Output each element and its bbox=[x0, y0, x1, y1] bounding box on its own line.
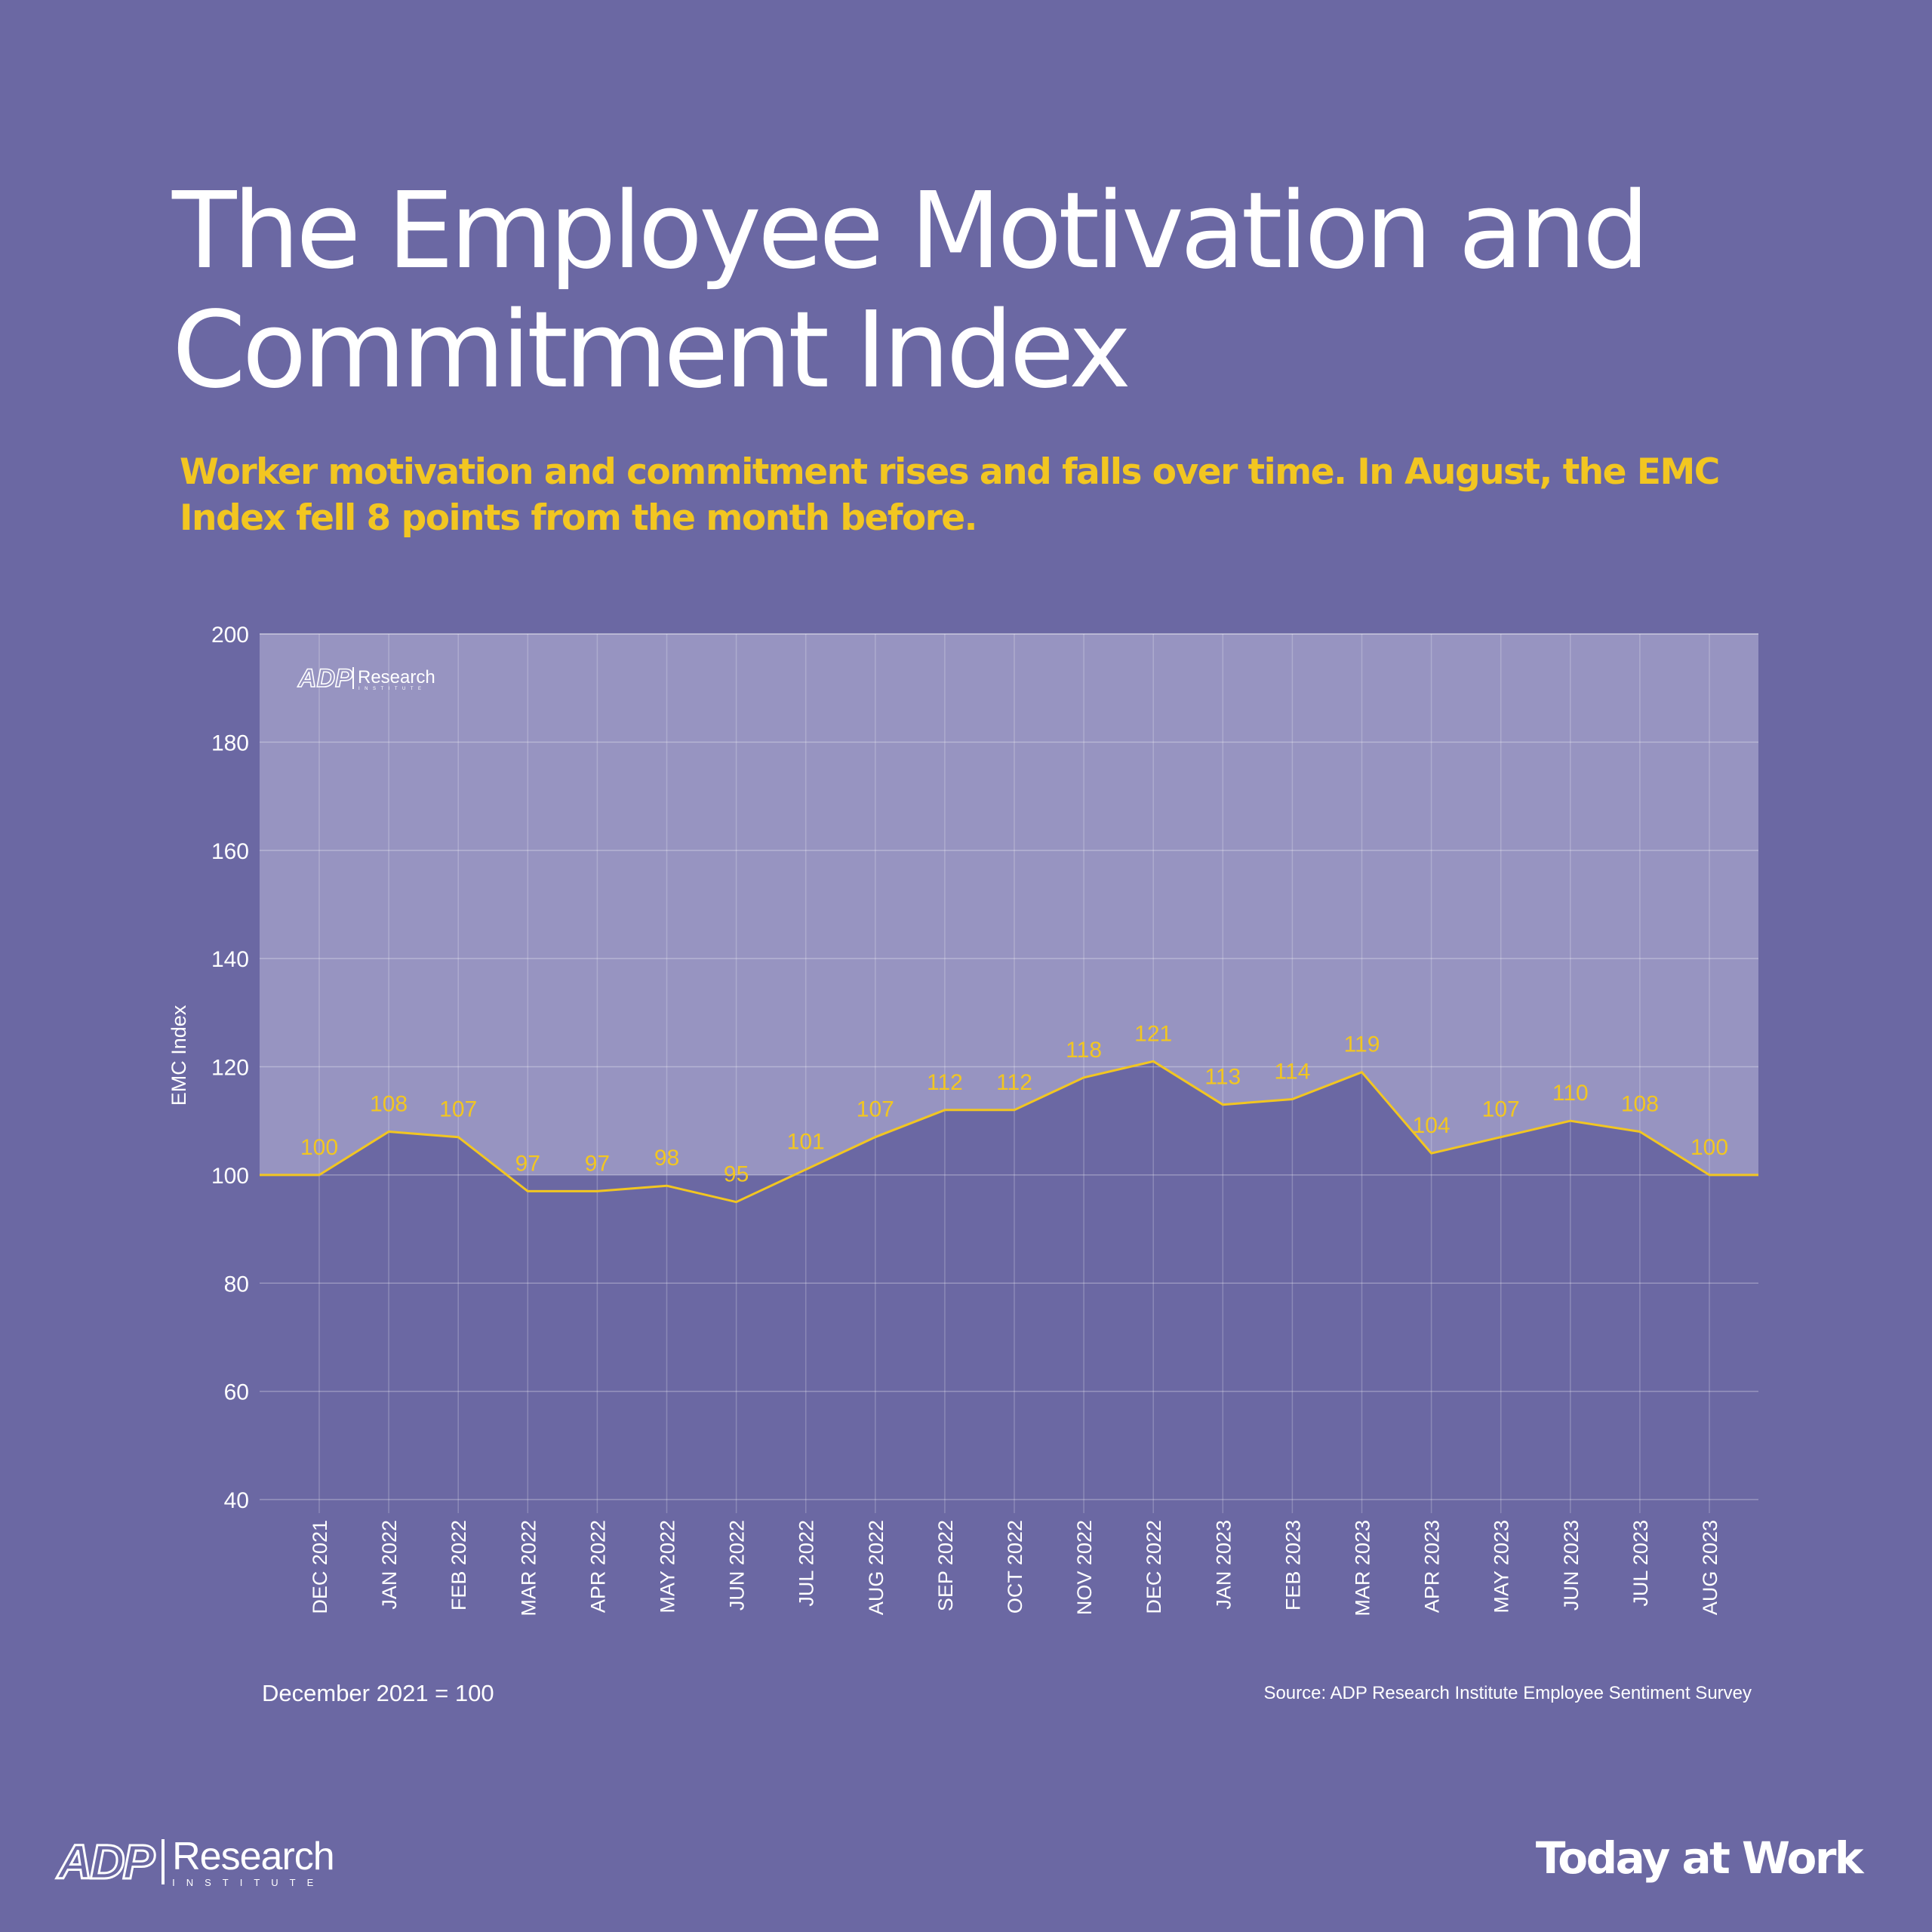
data-label: 97 bbox=[585, 1151, 610, 1176]
x-tick-label: MAY 2022 bbox=[657, 1520, 679, 1614]
y-tick-label: 40 bbox=[224, 1488, 249, 1513]
x-tick-label: JUN 2023 bbox=[1560, 1520, 1583, 1611]
x-tick-label: JUL 2023 bbox=[1629, 1520, 1652, 1607]
x-tick-label: DEC 2022 bbox=[1143, 1520, 1165, 1614]
y-tick-label: 100 bbox=[211, 1164, 249, 1189]
x-tick-label: MAY 2023 bbox=[1491, 1520, 1513, 1614]
data-label: 112 bbox=[996, 1070, 1032, 1095]
y-tick-label: 80 bbox=[224, 1272, 249, 1297]
data-label: 113 bbox=[1204, 1065, 1241, 1090]
x-tick-label: NOV 2022 bbox=[1073, 1520, 1096, 1615]
logo-divider bbox=[162, 1839, 165, 1884]
data-label: 107 bbox=[857, 1097, 894, 1122]
data-label: 97 bbox=[515, 1151, 540, 1176]
y-tick-label: 60 bbox=[224, 1380, 249, 1405]
data-label: 101 bbox=[787, 1130, 825, 1155]
x-tick-label: JUN 2022 bbox=[726, 1520, 749, 1611]
y-tick-label: 160 bbox=[211, 839, 249, 864]
page-title: The Employee Motivation and Commitment I… bbox=[172, 170, 1650, 412]
data-label: 98 bbox=[654, 1146, 679, 1171]
data-label: 95 bbox=[724, 1162, 749, 1187]
data-label: 119 bbox=[1344, 1032, 1380, 1057]
x-tick-label: APR 2022 bbox=[586, 1520, 609, 1613]
data-label: 114 bbox=[1274, 1060, 1310, 1084]
data-label: 108 bbox=[370, 1092, 408, 1117]
x-tick-label: JAN 2023 bbox=[1212, 1520, 1235, 1610]
data-label: 100 bbox=[300, 1135, 338, 1160]
baseline-note: December 2021 = 100 bbox=[262, 1680, 494, 1706]
x-tick-label: AUG 2022 bbox=[865, 1520, 888, 1615]
adp-logo-word: ADP bbox=[56, 1834, 155, 1890]
x-tick-label: JUL 2022 bbox=[795, 1520, 818, 1607]
plot-background-upper bbox=[260, 634, 1758, 1175]
data-label: 100 bbox=[1690, 1135, 1728, 1160]
logo-institute-text: INSTITUTE bbox=[172, 1876, 325, 1888]
logo-research-text: Research bbox=[172, 1834, 335, 1878]
y-tick-label: 120 bbox=[211, 1056, 249, 1081]
x-tick-label: OCT 2022 bbox=[1004, 1520, 1026, 1614]
page-subtitle: Worker motivation and commitment rises a… bbox=[180, 451, 1720, 539]
data-label: 121 bbox=[1134, 1021, 1172, 1046]
today-at-work-tagline: Today at Work bbox=[1535, 1832, 1864, 1884]
x-tick-label: FEB 2023 bbox=[1281, 1520, 1304, 1611]
data-label: 108 bbox=[1621, 1092, 1659, 1117]
data-label: 107 bbox=[439, 1097, 477, 1122]
x-tick-label: FEB 2022 bbox=[448, 1520, 470, 1611]
watermark-adp-word: ADP bbox=[297, 664, 352, 693]
data-label: 107 bbox=[1482, 1097, 1520, 1122]
y-tick-label: 180 bbox=[211, 731, 249, 755]
x-tick-label: AUG 2023 bbox=[1699, 1520, 1721, 1615]
area-under-line bbox=[260, 1061, 1758, 1500]
adp-research-logo: ADP Research INSTITUTE bbox=[56, 1834, 335, 1890]
logo-research-block: Research INSTITUTE bbox=[172, 1834, 335, 1888]
x-tick-label: DEC 2021 bbox=[309, 1520, 331, 1614]
x-tick-label: MAR 2023 bbox=[1352, 1520, 1374, 1617]
y-tick-label: 200 bbox=[211, 623, 249, 648]
data-label: 112 bbox=[927, 1070, 963, 1095]
data-label: 104 bbox=[1413, 1113, 1451, 1138]
y-axis-title: EMC Index bbox=[168, 1004, 190, 1106]
watermark-institute-text: INSTITUTE bbox=[358, 687, 426, 691]
x-tick-label: SEP 2022 bbox=[934, 1520, 957, 1611]
data-label: 110 bbox=[1552, 1081, 1589, 1106]
series-line bbox=[260, 1060, 1758, 1204]
source-note: Source: ADP Research Institute Employee … bbox=[1263, 1683, 1752, 1703]
x-tick-label: MAR 2022 bbox=[517, 1520, 540, 1617]
data-label: 118 bbox=[1066, 1038, 1102, 1063]
x-tick-label: JAN 2022 bbox=[378, 1520, 401, 1610]
watermark-research-text: Research bbox=[358, 667, 435, 688]
x-tick-label: APR 2023 bbox=[1421, 1520, 1444, 1613]
y-tick-label: 140 bbox=[211, 947, 249, 972]
